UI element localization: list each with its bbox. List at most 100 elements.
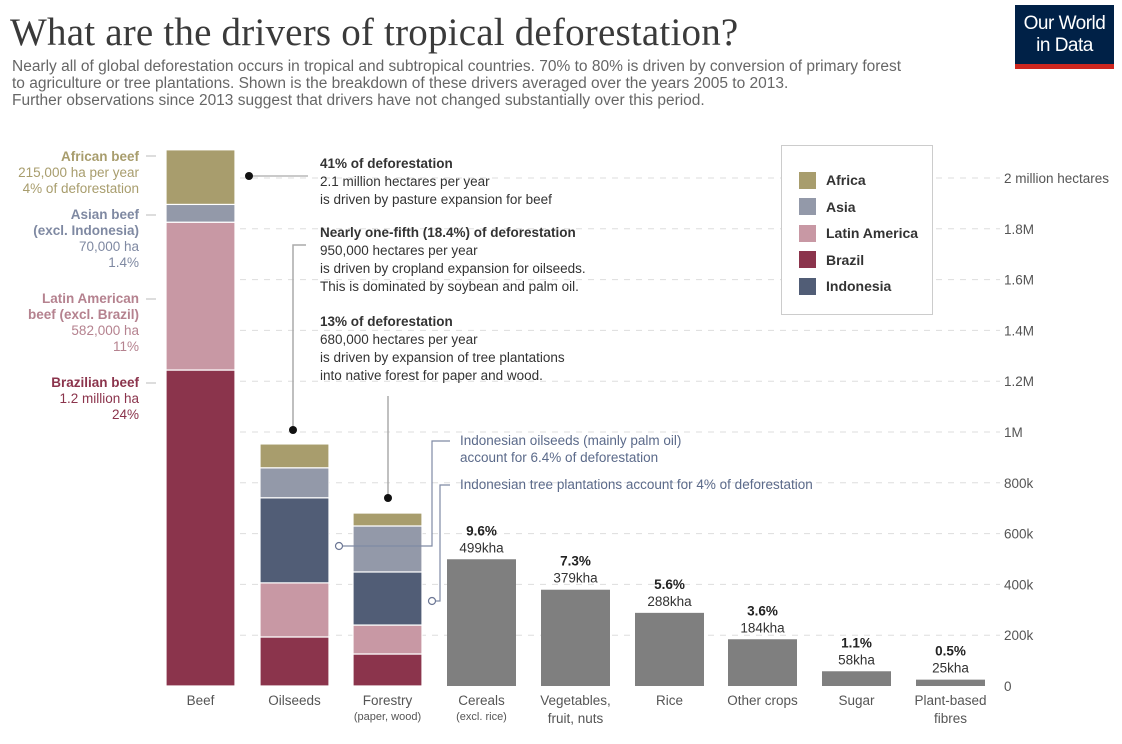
bar-segment-asia	[352, 525, 423, 573]
note-line: Indonesian tree plantations account for …	[460, 477, 813, 492]
forestry-connector-dot	[384, 494, 392, 502]
logo-line: Our World	[1023, 13, 1106, 34]
category-label: Oilseeds	[268, 693, 321, 708]
left-label-head: Latin American	[41, 291, 139, 306]
bar-segment-brazil	[165, 369, 236, 687]
indonesia-oilseeds-connector	[343, 440, 450, 547]
annotation-line: 2.1 million hectares per year	[320, 174, 490, 189]
legend-swatch	[799, 277, 816, 295]
indonesia-forestry-note: Indonesian tree plantations account for …	[460, 476, 813, 493]
y-tick-label: 1M	[1004, 425, 1023, 440]
bar-value-label: 288kha	[647, 594, 692, 609]
legend-item-africa[interactable]: Africa	[782, 167, 932, 194]
legend-swatch	[799, 224, 816, 242]
legend-label: Africa	[826, 172, 866, 189]
category-label: Rice	[656, 693, 683, 708]
indonesia-forestry-connector	[436, 484, 450, 602]
y-tick-label: 1.6M	[1004, 273, 1034, 288]
legend: Africa Asia Latin America Brazil Indones…	[781, 145, 933, 315]
y-tick-label: 800k	[1004, 476, 1034, 491]
left-label-line: 1.2 million ha	[59, 391, 139, 406]
oilseeds-connector-dot	[289, 426, 297, 434]
left-label-head: Brazilian beef	[51, 375, 139, 390]
left-label-brazilian-beef: Brazilian beef 1.2 million ha 24%	[51, 375, 139, 423]
left-label-line: 4% of deforestation	[22, 181, 139, 196]
bar	[822, 671, 891, 686]
legend-item-latin-america[interactable]: Latin America	[782, 220, 932, 247]
left-label-line: 215,000 ha per year	[18, 165, 139, 180]
bar-pct-label: 3.6%	[747, 603, 778, 618]
annotation-line: is driven by expansion of tree plantatio…	[320, 350, 565, 365]
y-tick-label: 200k	[1004, 628, 1034, 643]
logo-band	[1015, 64, 1114, 69]
left-label-line: 70,000 ha	[78, 239, 139, 254]
category-label: Vegetables,	[540, 693, 611, 708]
legend-label: Latin America	[826, 225, 919, 242]
legend-item-indonesia[interactable]: Indonesia	[782, 273, 932, 300]
bar-segment-africa	[165, 149, 236, 206]
indonesia-oilseeds-connector-dot	[334, 541, 344, 551]
bar-segment-latin-america	[165, 221, 236, 371]
bar	[447, 559, 516, 686]
logo-line: in Data	[1036, 35, 1093, 56]
category-label: Beef	[187, 693, 215, 708]
bar-segment-africa	[352, 512, 423, 527]
category-sublabel: fibres	[934, 711, 967, 726]
bar-segment-brazil	[352, 653, 423, 687]
category-label: Plant-based	[914, 693, 986, 708]
annotation-line: This is dominated by soybean and palm oi…	[320, 279, 579, 294]
y-tick-label: 1.2M	[1004, 374, 1034, 389]
legend-item-asia[interactable]: Asia	[782, 194, 932, 221]
chart-subtitle: Nearly all of global deforestation occur…	[12, 58, 1012, 109]
bar-segment-brazil	[259, 636, 330, 687]
left-label-latin-beef: Latin American beef (excl. Brazil) 582,0…	[28, 291, 139, 355]
legend-item-brazil[interactable]: Brazil	[782, 247, 932, 274]
category-sublabel: (paper, wood)	[354, 711, 421, 723]
note-line: Indonesian oilseeds (mainly palm oil)	[460, 433, 682, 448]
indonesia-forestry-connector-dot	[427, 596, 437, 606]
bar-pct-label: 1.1%	[841, 635, 872, 650]
y-tick-label: 0	[1004, 679, 1012, 694]
bar-segment-africa	[259, 443, 330, 469]
left-label-line: 11%	[112, 339, 139, 354]
owid-logo[interactable]: Our World in Data	[1015, 5, 1114, 69]
bar	[635, 612, 704, 686]
bar-segment-asia	[259, 467, 330, 499]
annotation-forestry: 13% of deforestation 680,000 hectares pe…	[320, 313, 565, 385]
bar-value-label: 379kha	[553, 571, 598, 586]
category-label: Forestry	[363, 693, 413, 708]
bar-segment-indonesia	[352, 571, 423, 626]
category-sublabel: (excl. rice)	[456, 711, 507, 723]
annotation-line: 950,000 hectares per year	[320, 243, 478, 258]
left-label-head: African beef	[60, 149, 139, 164]
annotation-oilseeds: Nearly one-fifth (18.4%) of deforestatio…	[320, 224, 586, 296]
bar	[541, 589, 610, 686]
y-tick-label: 400k	[1004, 577, 1034, 592]
bar-value-label: 58kha	[838, 652, 875, 667]
annotation-line: into native forest for paper and wood.	[320, 368, 543, 383]
bar-pct-label: 9.6%	[466, 523, 497, 538]
category-label: Sugar	[838, 693, 875, 708]
annotation-line: is driven by cropland expansion for oils…	[320, 261, 586, 276]
left-label-line: 24%	[111, 407, 139, 422]
left-label-head: Asian beef	[70, 207, 139, 222]
bar-value-label: 499kha	[459, 540, 504, 555]
chart-title: What are the drivers of tropical defores…	[10, 11, 739, 54]
beef-connector-dot	[245, 172, 253, 180]
note-line: account for 6.4% of deforestation	[460, 450, 659, 465]
legend-swatch	[799, 171, 816, 189]
y-tick-label: 600k	[1004, 527, 1034, 542]
category-label: Other crops	[727, 693, 798, 708]
bar-pct-label: 5.6%	[654, 577, 685, 592]
indonesia-oilseeds-note: Indonesian oilseeds (mainly palm oil) ac…	[460, 432, 681, 466]
left-label-asian-beef: Asian beef (excl. Indonesia) 70,000 ha 1…	[33, 207, 139, 271]
annotation-head: 13% of deforestation	[320, 314, 453, 329]
left-label-line: (excl. Indonesia)	[33, 223, 139, 238]
bar	[728, 639, 797, 686]
left-label-line: beef (excl. Brazil)	[27, 307, 139, 322]
y-tick-label: 2 million hectares	[1004, 171, 1109, 186]
bar-pct-label: 0.5%	[935, 644, 966, 659]
subtitle-line: Nearly all of global deforestation occur…	[12, 58, 902, 75]
annotation-line: 680,000 hectares per year	[320, 332, 478, 347]
legend-swatch	[799, 251, 816, 269]
